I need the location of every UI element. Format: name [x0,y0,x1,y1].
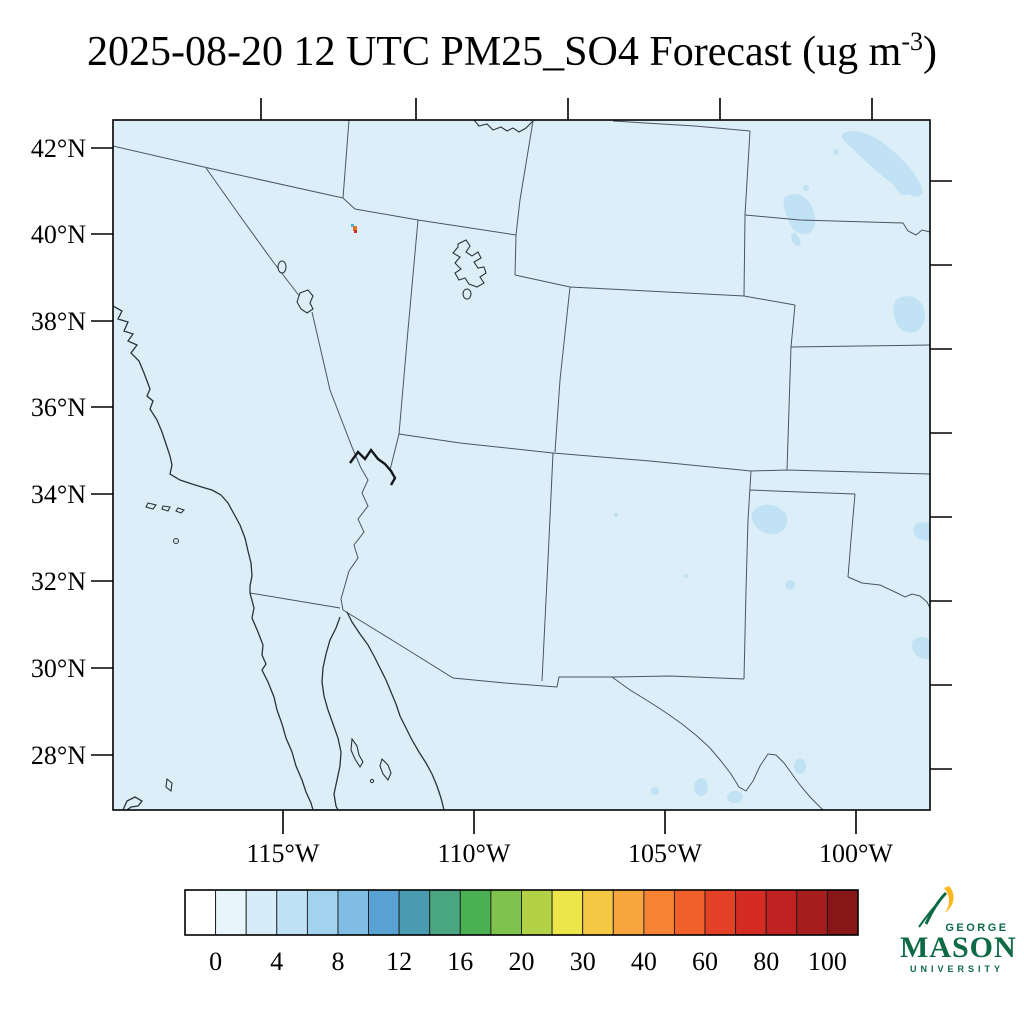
colorbar-cell [398,889,431,936]
state-borders [113,120,930,810]
colorbar-tick-label: 20 [509,947,535,976]
colorbar-cell [673,889,706,936]
lat-label: 40°N [31,220,86,249]
island-dot [173,538,179,544]
colorbar-cell [643,889,675,936]
lakes [277,120,534,314]
colorbar-tick-label: 100 [808,947,847,976]
colorbar-cell [612,889,645,936]
colorbar-cell [215,889,247,936]
colorbar-cell [429,889,461,936]
colorbar-cell [459,889,492,936]
colorbar-cell [184,889,217,936]
colorbar-cell [826,889,859,936]
lat-label: 42°N [31,134,86,163]
lat-label: 34°N [31,480,86,509]
colorbar-tick-label: 0 [209,947,222,976]
latitude-axis-labels: 42°N 40°N 38°N 36°N 34°N 32°N 30°N 28°N [31,134,86,770]
lat-label: 28°N [31,741,86,770]
page-title: 2025-08-20 12 UTC PM25_SO4 Forecast (ug … [0,28,1024,76]
island-dot [369,778,375,784]
lon-label: 105°W [628,839,702,868]
colorbar-tick-label: 8 [332,947,345,976]
latitude-ticks-right [930,180,952,770]
longitude-ticks-bottom [282,810,857,834]
colorbar-cell [551,889,584,936]
lake-mead-river [349,447,397,486]
colorbar-frame [184,889,859,936]
colorbar-cell [276,889,308,936]
colorbar-tick-label: 4 [270,947,283,976]
lon-label: 115°W [247,839,320,868]
latitude-ticks-left [91,147,113,756]
colorbar-cell [490,889,522,936]
title-suffix: ) [922,29,937,75]
colorbar-tick-label: 60 [692,947,718,976]
gmu-logo: GEORGE MASON UNIVERSITY [898,884,1018,984]
colorbar-cell [245,889,278,936]
colorbar-cell [582,889,614,936]
lat-label: 36°N [31,393,86,422]
lat-label: 38°N [31,307,86,336]
gmu-logo-university: UNIVERSITY [909,964,1004,974]
islands [145,502,392,793]
colorbar-tick-label: 30 [570,947,596,976]
hotspot-point-source [351,224,357,233]
lat-label: 32°N [31,567,86,596]
gmu-logo-mason: MASON [900,931,1017,964]
colorbar-tick-label: 40 [631,947,657,976]
longitude-axis-labels: 115°W 110°W 105°W 100°W [247,839,894,868]
lat-label: 30°N [31,654,86,683]
title-text: 2025-08-20 12 UTC PM25_SO4 Forecast (ug … [87,29,902,75]
lon-label: 100°W [819,839,893,868]
coastline [113,305,445,810]
map-frame [112,119,931,811]
gmu-flame-icon [918,886,954,928]
colorbar-cell [704,889,737,936]
colorbar-cell [368,889,400,936]
gmu-logo-george: GEORGE [945,922,1009,934]
colorbar-tick-label: 12 [386,947,412,976]
colorbar-cell [765,889,798,936]
colorbar-tick-label: 80 [753,947,779,976]
colorbar [184,889,859,936]
lon-label: 110°W [438,839,511,868]
colorbar-labels: 0 4 8 12 16 20 30 40 60 80 100 [209,947,847,976]
title-superscript: -3 [901,27,923,56]
colorbar-cell [735,889,767,936]
colorbar-cell [521,889,553,936]
longitude-ticks-top [260,98,873,120]
colorbar-tick-label: 16 [447,947,473,976]
sulfate-plume-patches [614,131,930,803]
colorbar-cell [306,889,339,936]
colorbar-cell [796,889,828,936]
colorbar-cell [337,889,370,936]
